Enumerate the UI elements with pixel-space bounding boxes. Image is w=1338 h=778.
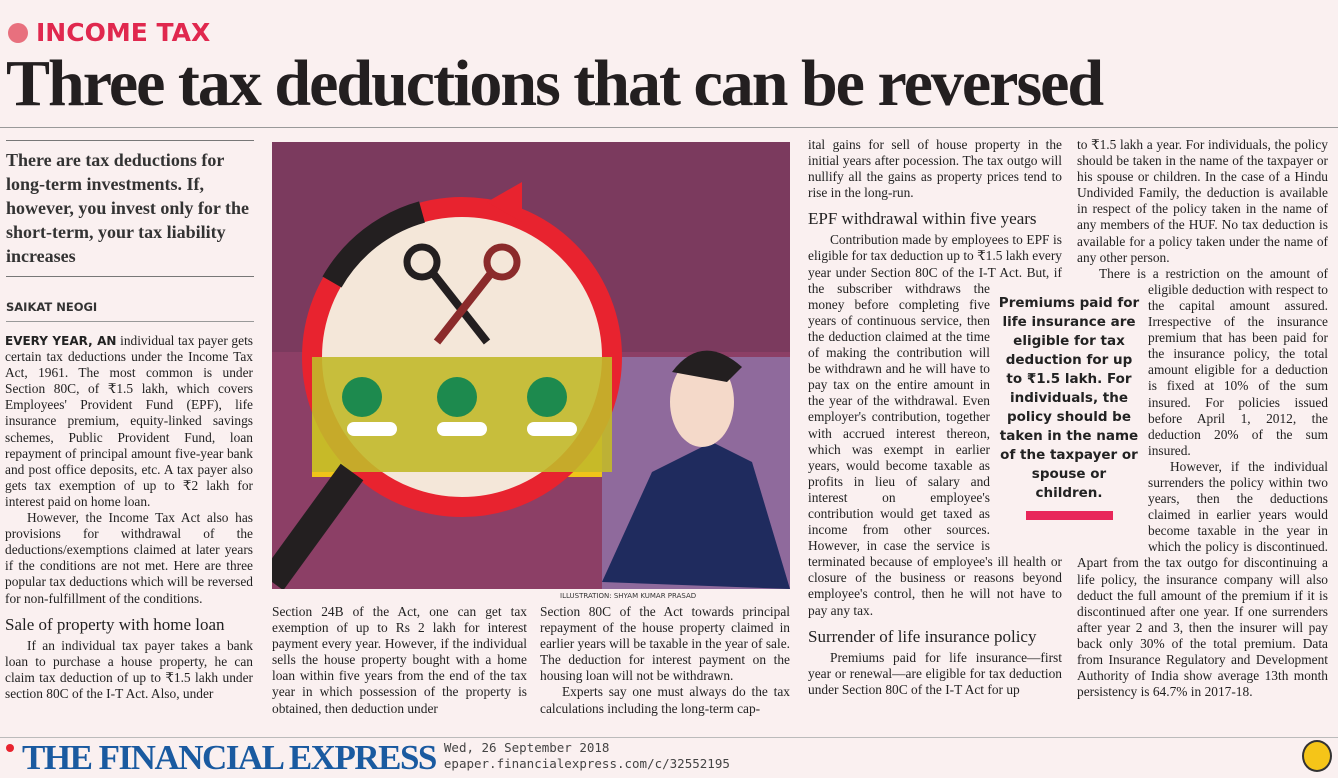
owl-mascot-icon[interactable] — [1302, 740, 1332, 772]
paragraph: If an individual tax payer takes a bank … — [5, 637, 253, 701]
headline: Three tax deductions that can be reverse… — [6, 47, 1104, 120]
divider — [6, 276, 254, 277]
subheading: EPF withdrawal within five years — [808, 209, 1037, 229]
subheading: Sale of property with home loan — [5, 614, 225, 634]
paragraph: to ₹1.5 lakh a year. For individuals, th… — [1077, 137, 1328, 265]
article-column-5: to ₹1.5 lakh a year. For individuals, th… — [1077, 137, 1328, 700]
section-kicker: INCOME TAX — [8, 18, 210, 47]
footer: THE FINANCIAL EXPRESS Wed, 26 September … — [6, 740, 730, 776]
paragraph: ital gains for sell of house property in… — [808, 137, 1062, 201]
epaper-link[interactable]: epaper.financialexpress.com/c/32552195 — [443, 756, 730, 771]
divider — [6, 321, 254, 322]
pull-quote-bar — [1025, 511, 1113, 520]
paragraph: There is a restriction on the amount of … — [1099, 265, 1328, 458]
divider — [0, 127, 1338, 128]
edition-date: Wed, 26 September 2018 — [443, 740, 610, 755]
standfirst: There are tax deductions for long-term i… — [6, 150, 249, 266]
footer-divider — [0, 737, 1338, 738]
article-column-3: Section 80C of the Act towards principal… — [540, 604, 790, 717]
divider — [6, 140, 254, 141]
paragraph: However, if the individual surrenders th… — [1077, 458, 1328, 700]
paragraph: Section 80C of the Act towards principal… — [540, 604, 790, 684]
bullet-icon — [8, 22, 28, 43]
pull-quote-text: Premiums paid for life insurance are eli… — [998, 295, 1140, 501]
kicker-label: INCOME TAX — [36, 18, 211, 47]
illustration-credit: ILLUSTRATION: SHYAM KUMAR PRASAD — [560, 592, 697, 600]
byline: SAIKAT NEOGI — [6, 300, 98, 314]
paragraph: Section 24B of the Act, one can get tax … — [272, 604, 527, 716]
logo-mark-icon — [6, 744, 14, 752]
publication-logo: THE FINANCIAL EXPRESS — [22, 738, 437, 777]
paragraph: Premiums paid for life insurance—first y… — [808, 649, 1062, 697]
article-column-2: Section 24B of the Act, one can get tax … — [272, 604, 527, 717]
paragraph: Experts say one must always do the tax c… — [540, 684, 790, 716]
paragraph: individual tax payer gets certain tax de… — [5, 333, 253, 509]
lead-in: EVERY YEAR, AN — [5, 334, 117, 348]
illustration — [272, 142, 790, 589]
article-column-4: ital gains for sell of house property in… — [808, 137, 1062, 698]
article-column-1: EVERY YEAR, AN individual tax payer gets… — [5, 333, 253, 702]
paragraph: However, the Income Tax Act also has pro… — [5, 510, 253, 606]
edition-meta: Wed, 26 September 2018 epaper.financiale… — [444, 740, 730, 772]
paragraph: Contribution made by employees to EPF is… — [808, 232, 1062, 618]
pull-quote: Premiums paid for life insurance are eli… — [996, 294, 1142, 520]
subheading: Surrender of life insurance policy — [808, 626, 1037, 646]
